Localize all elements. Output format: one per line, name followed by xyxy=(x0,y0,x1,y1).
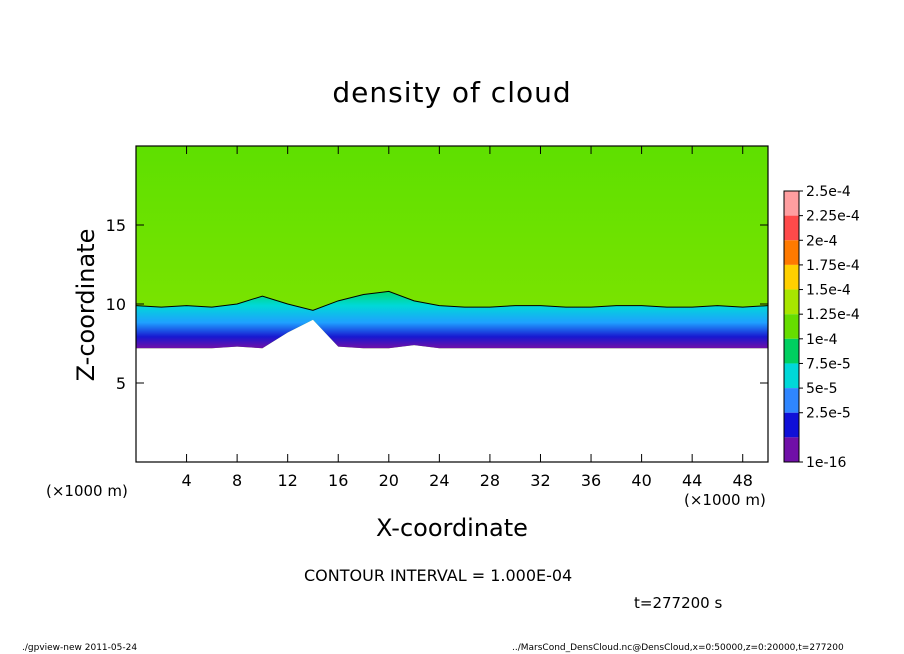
chart-title: density of cloud xyxy=(332,76,572,109)
y-tick-label: 5 xyxy=(116,374,126,393)
legend-label: 5e-5 xyxy=(806,381,837,397)
legend-label: 2.5e-4 xyxy=(806,184,851,200)
legend-swatch xyxy=(784,289,799,315)
legend-label: 2.5e-5 xyxy=(806,406,851,422)
legend-label: 1e-16 xyxy=(806,455,846,471)
time-label: t=277200 s xyxy=(634,594,723,612)
legend-swatch xyxy=(784,338,799,364)
footer-program-date: ./gpview-new 2011-05-24 xyxy=(22,643,138,653)
legend-label: 1.5e-4 xyxy=(806,283,851,299)
legend-swatch xyxy=(784,388,799,413)
legend-swatch xyxy=(784,412,799,438)
contour-interval-label: CONTOUR INTERVAL = 1.000E-04 xyxy=(304,566,573,585)
x-tick-label: 4 xyxy=(181,471,191,490)
footer-source-file: ../MarsCond_DensCloud.nc@DensCloud,x=0:5… xyxy=(512,643,844,653)
x-tick-label: 16 xyxy=(328,471,348,490)
x-tick-label: 48 xyxy=(733,471,753,490)
x-tick-label: 28 xyxy=(480,471,500,490)
legend-label: 1.75e-4 xyxy=(806,258,860,274)
y-tick-label: 15 xyxy=(106,216,126,235)
legend-swatch xyxy=(784,264,799,290)
x-tick-label: 8 xyxy=(232,471,242,490)
legend-frame xyxy=(783,190,800,463)
x-tick-label: 32 xyxy=(530,471,550,490)
x-tick-label: 12 xyxy=(278,471,298,490)
legend-swatch xyxy=(784,215,799,241)
x-unit-label-right: (×1000 m) xyxy=(684,491,766,509)
cloud-base-band xyxy=(136,291,768,349)
legend-label: 1e-4 xyxy=(806,332,838,348)
legend-swatch xyxy=(784,314,799,339)
color-legend: 2.5e-4 2.25e-4 2e-4 1.75e-4 1.5e-4 1.25e-4 1e-… xyxy=(783,184,860,471)
x-axis-label: X-coordinate xyxy=(376,514,528,542)
x-unit-label-left: (×1000 m) xyxy=(46,482,128,500)
x-tick-label: 44 xyxy=(682,471,702,490)
y-tick-label: 10 xyxy=(106,295,126,314)
x-tick-label: 24 xyxy=(429,471,449,490)
contour-line-1e-4 xyxy=(136,290,768,311)
x-tick-label: 20 xyxy=(379,471,399,490)
legend-label: 2e-4 xyxy=(806,233,838,249)
x-tick-label: 36 xyxy=(581,471,601,490)
legend-label: 7.5e-5 xyxy=(806,356,851,372)
density-field xyxy=(136,146,768,349)
x-tick-label: 40 xyxy=(631,471,651,490)
legend-label: 1.25e-4 xyxy=(806,307,860,323)
legend-swatch xyxy=(784,191,799,216)
legend-label: 2.25e-4 xyxy=(806,209,860,225)
legend-swatch xyxy=(784,363,799,389)
legend-swatch xyxy=(784,240,799,265)
cloud-upper-region xyxy=(136,146,768,349)
legend-swatch xyxy=(784,437,799,462)
